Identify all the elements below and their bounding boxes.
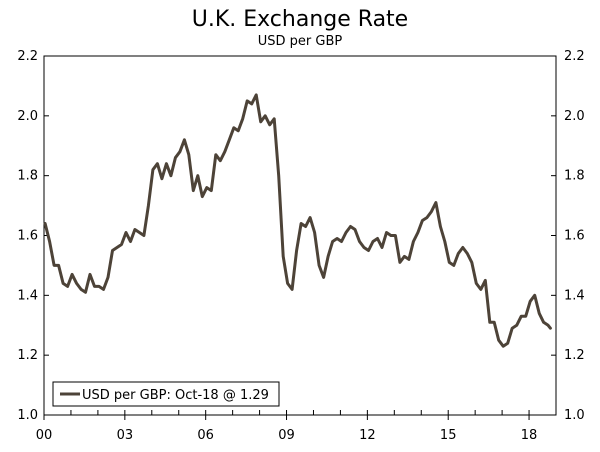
- chart-title: U.K. Exchange Rate: [192, 7, 408, 32]
- x-tick-label: 09: [278, 428, 295, 443]
- y-axis-right: 1.0 1.2 1.4 1.6 1.8 2.0 2.2: [551, 49, 585, 423]
- y-tick-label-left: 1.2: [17, 348, 38, 363]
- legend-label: USD per GBP: Oct-18 @ 1.29: [82, 388, 269, 403]
- usd-per-gbp-line: [43, 93, 552, 348]
- y-tick-label-left: 1.6: [17, 229, 38, 244]
- y-tick-label-left: 2.0: [17, 109, 38, 124]
- y-tick-label-right: 1.8: [564, 169, 585, 184]
- y-tick-label-right: 1.2: [564, 348, 585, 363]
- y-tick-label-right: 2.0: [564, 109, 585, 124]
- x-axis: 00 03 06 09 12 15 18: [36, 410, 557, 443]
- y-tick-label-right: 1.6: [564, 229, 585, 244]
- y-tick-label-left: 1.8: [17, 169, 38, 184]
- legend: USD per GBP: Oct-18 @ 1.29: [52, 381, 280, 407]
- x-tick-label: 00: [36, 428, 53, 443]
- x-tick-label: 18: [521, 428, 538, 443]
- x-tick-label: 06: [197, 428, 214, 443]
- y-tick-label-right: 1.0: [564, 408, 585, 423]
- x-tick-label: 12: [359, 428, 376, 443]
- y-tick-label-right: 1.4: [564, 288, 585, 303]
- y-tick-label-left: 1.0: [17, 408, 38, 423]
- legend-box: [52, 381, 280, 407]
- y-axis-left: 1.0 1.2 1.4 1.6 1.8 2.0 2.2: [17, 49, 49, 423]
- y-tick-label-left: 1.4: [17, 288, 38, 303]
- y-tick-label-right: 2.2: [564, 49, 585, 64]
- x-tick-label: 15: [440, 428, 457, 443]
- x-tick-label: 03: [117, 428, 134, 443]
- chart-subtitle: USD per GBP: [258, 34, 343, 49]
- y-tick-label-left: 2.2: [17, 49, 38, 64]
